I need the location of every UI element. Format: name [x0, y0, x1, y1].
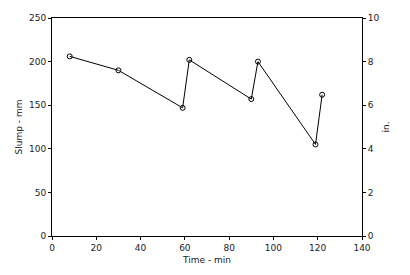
svg-text:60: 60: [179, 243, 191, 253]
svg-text:6: 6: [368, 100, 374, 110]
svg-text:0: 0: [368, 231, 374, 241]
svg-text:140: 140: [353, 243, 370, 253]
svg-text:0: 0: [40, 231, 46, 241]
svg-text:40: 40: [135, 243, 147, 253]
svg-text:100: 100: [265, 243, 282, 253]
svg-text:2: 2: [368, 188, 374, 198]
svg-text:Slump - mm: Slump - mm: [14, 100, 24, 155]
svg-text:20: 20: [91, 243, 103, 253]
svg-text:50: 50: [35, 188, 47, 198]
svg-text:10: 10: [368, 13, 380, 23]
svg-text:in.: in.: [381, 121, 391, 132]
svg-text:Time - min: Time - min: [182, 255, 231, 265]
svg-text:0: 0: [49, 243, 55, 253]
svg-text:8: 8: [368, 57, 374, 67]
svg-text:80: 80: [223, 243, 235, 253]
svg-text:4: 4: [368, 144, 374, 154]
svg-text:120: 120: [309, 243, 326, 253]
svg-text:200: 200: [29, 57, 46, 67]
svg-text:250: 250: [29, 13, 46, 23]
svg-text:150: 150: [29, 100, 46, 110]
svg-text:100: 100: [29, 144, 46, 154]
